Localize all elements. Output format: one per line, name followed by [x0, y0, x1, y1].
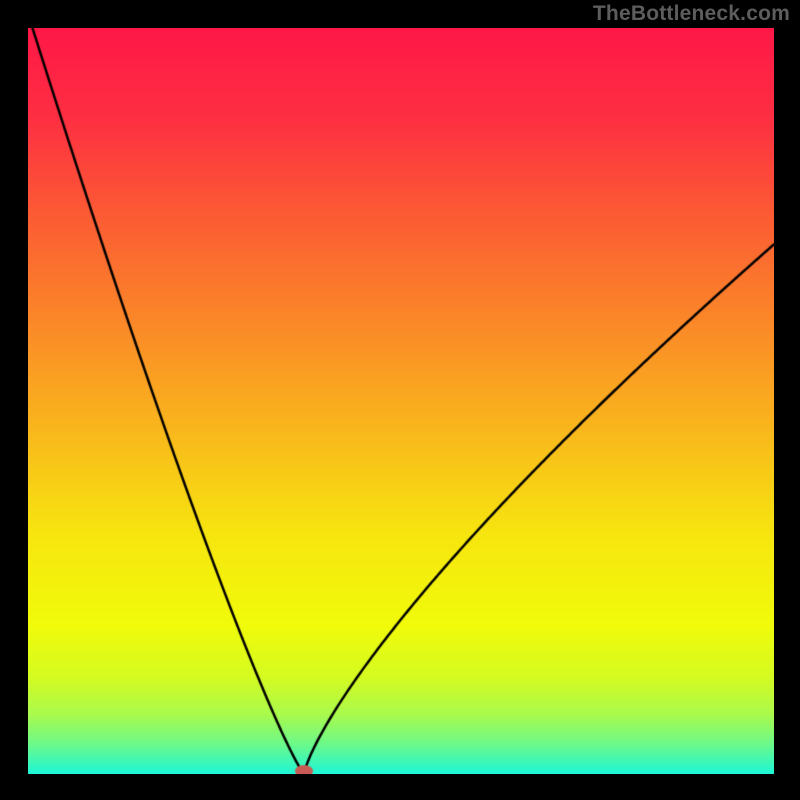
chart-container: TheBottleneck.com [0, 0, 800, 800]
watermark-text: TheBottleneck.com [593, 2, 790, 26]
bottleneck-curve [28, 28, 774, 774]
plot-area [28, 28, 774, 774]
